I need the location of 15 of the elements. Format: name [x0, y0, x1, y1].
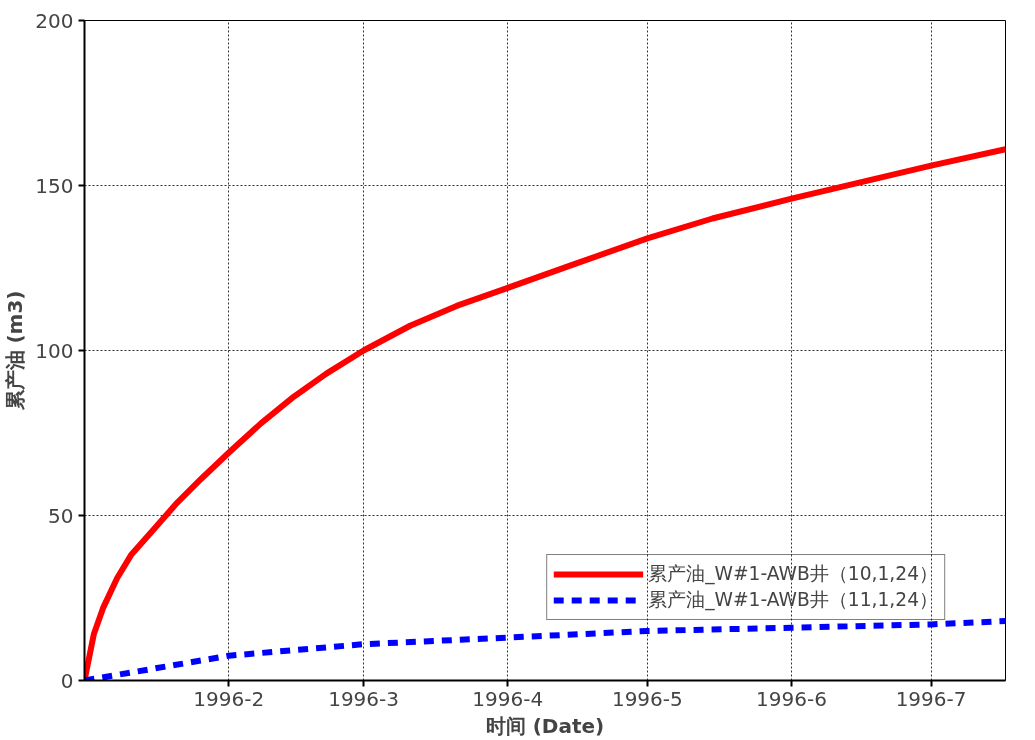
- x-tick-label: 1996-3: [328, 686, 400, 711]
- x-axis-title: 时间 (Date): [485, 713, 605, 738]
- y-tick-label: 150: [35, 173, 74, 198]
- x-tick-label: 1996-6: [756, 686, 827, 711]
- x-tick-label: 1996-4: [472, 686, 544, 711]
- x-tick-label: 1996-2: [193, 686, 265, 711]
- y-tick-label: 100: [35, 338, 74, 363]
- y-tick-label: 50: [48, 503, 74, 528]
- legend-label: 累产油_W#1-AWB井（10,1,24）: [648, 562, 938, 587]
- y-tick-label: 200: [35, 8, 74, 33]
- y-tick-label: 0: [60, 668, 74, 693]
- legend-label: 累产油_W#1-AWB井（11,1,24）: [648, 588, 938, 613]
- x-tick-label: 1996-7: [895, 686, 967, 711]
- x-tick-label: 1996-5: [611, 686, 683, 711]
- y-axis-title: 累产油 (m3): [3, 290, 28, 412]
